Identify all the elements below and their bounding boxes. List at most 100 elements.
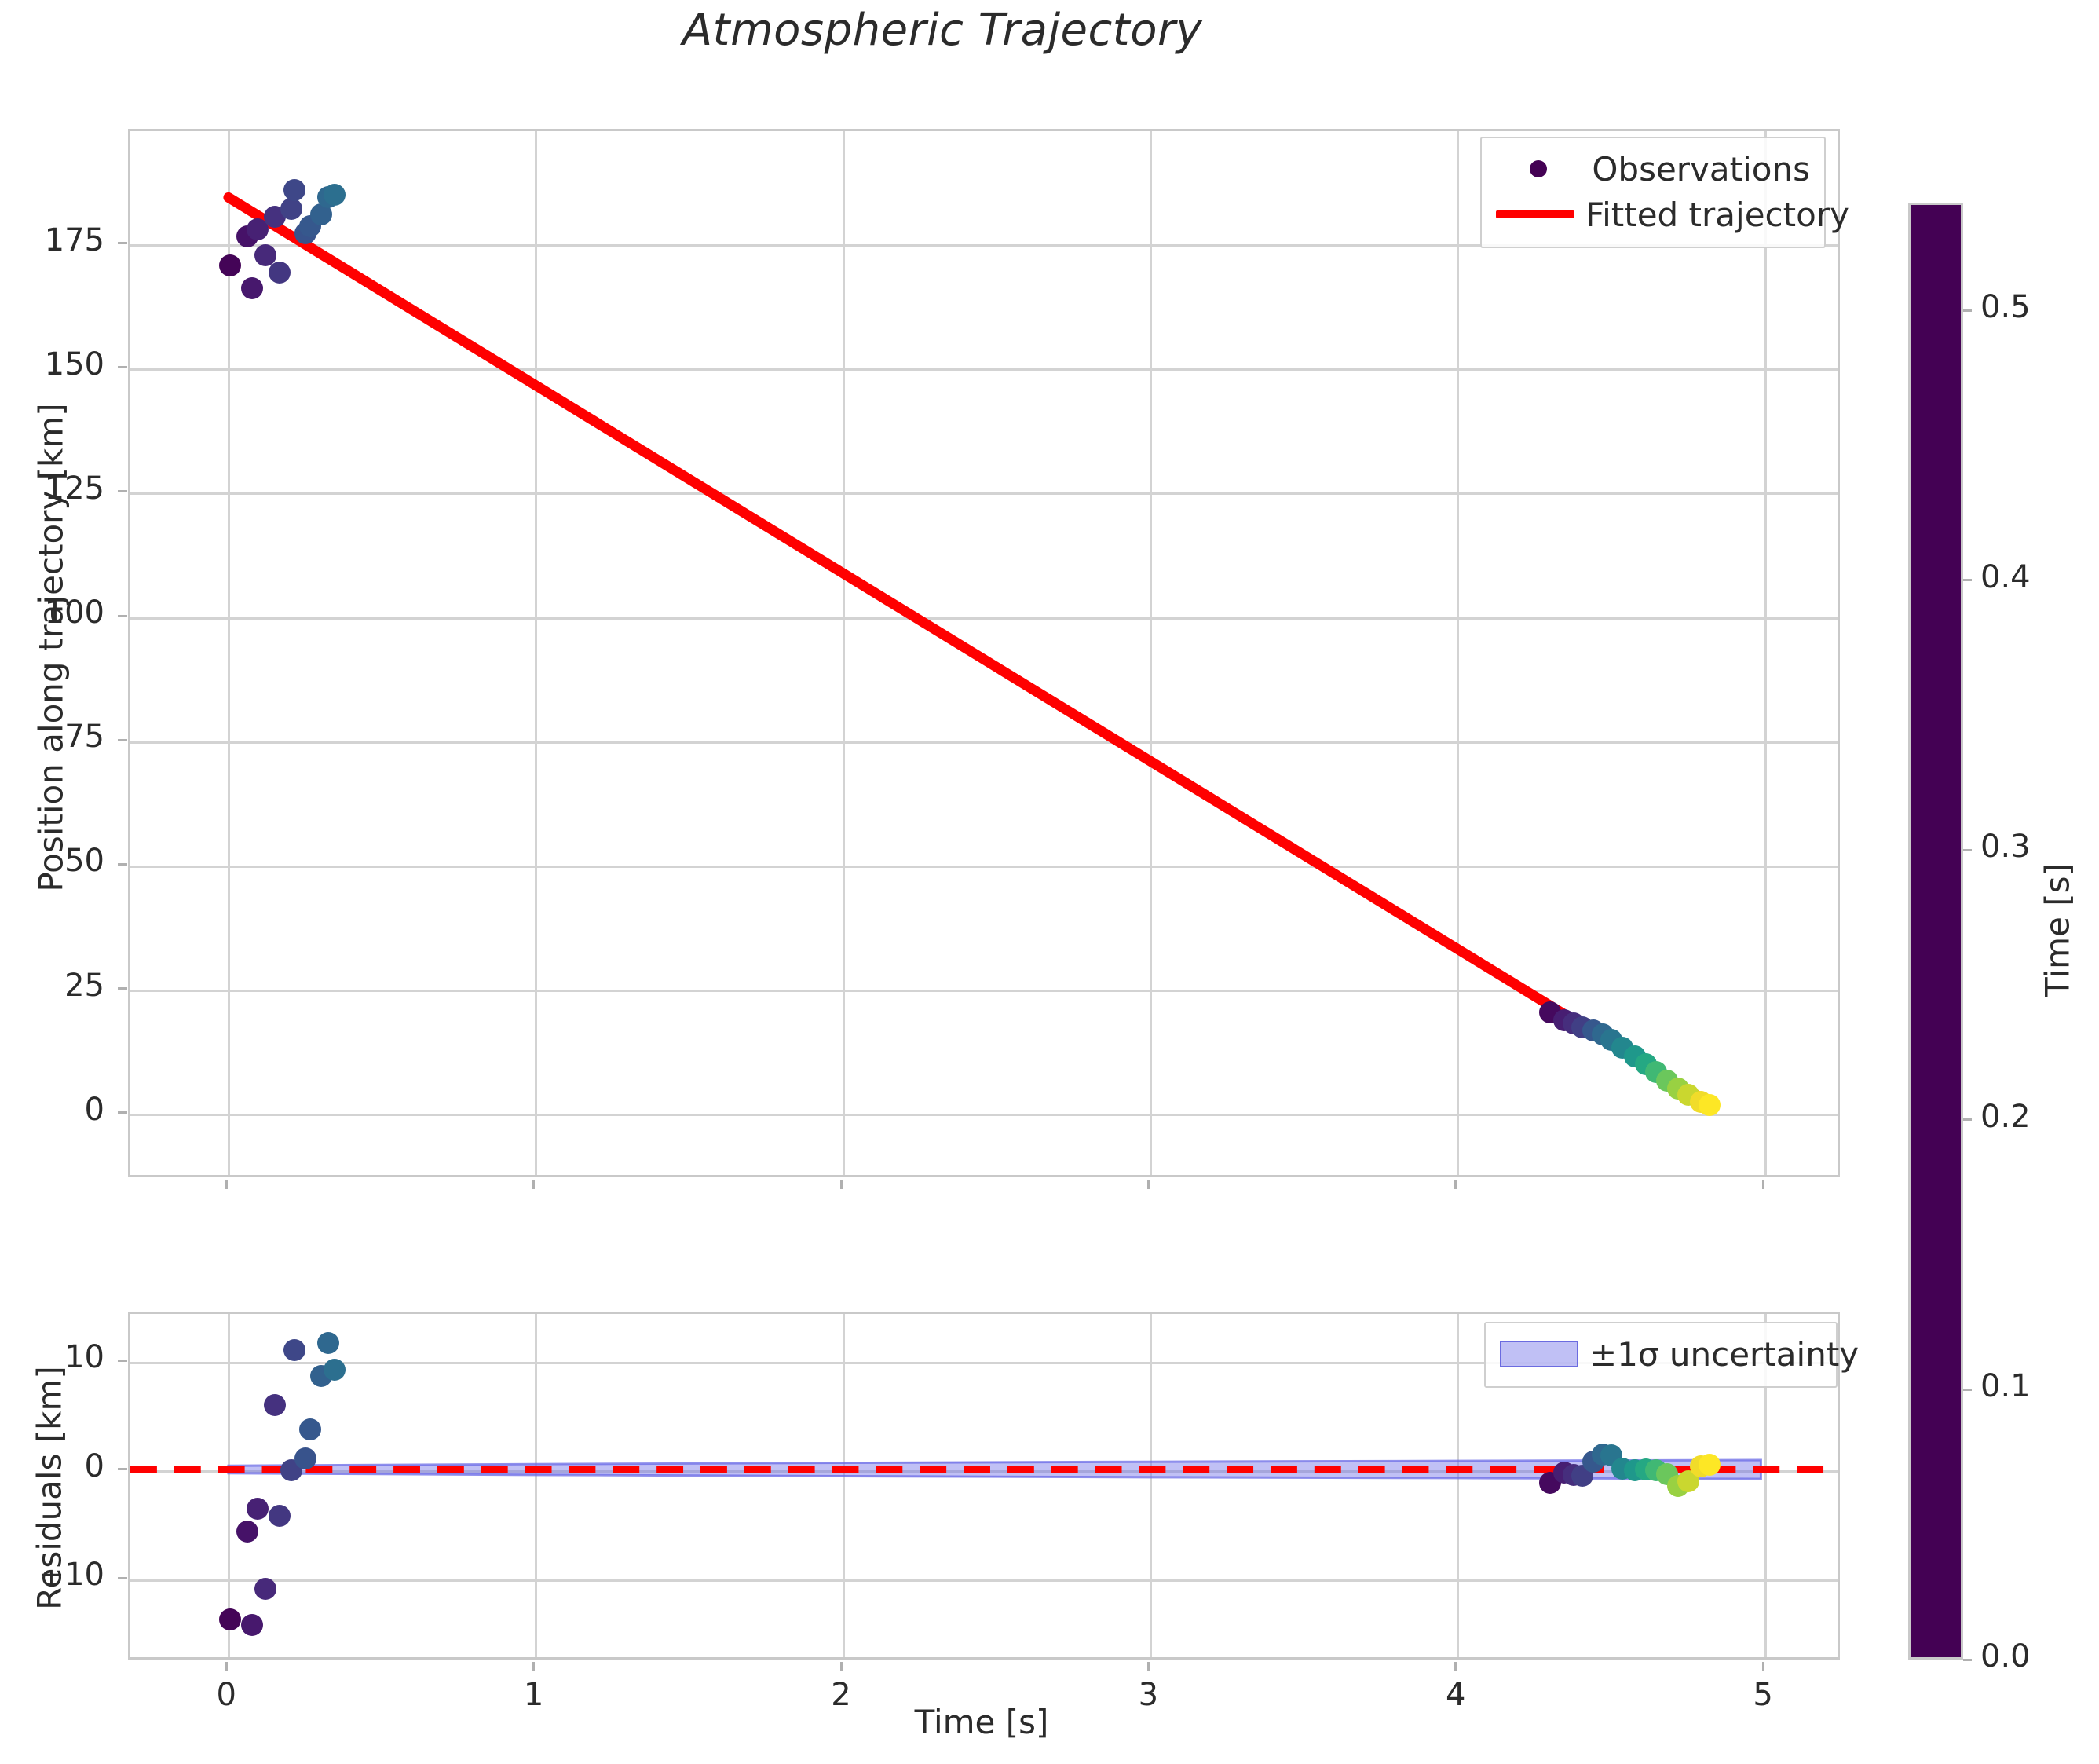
colorbar-tick-mark (1963, 1118, 1972, 1122)
colorbar-tick-mark (1963, 579, 1972, 582)
residual-point (1698, 1454, 1721, 1477)
colorbar-tick-mark (1963, 309, 1972, 312)
x-tick-label: 2 (831, 1677, 851, 1713)
colorbar-tick-label: 0.0 (1980, 1638, 2031, 1674)
gridline-horizontal (130, 368, 1838, 371)
x-tick-mark (839, 1662, 843, 1671)
residual-point (283, 1338, 306, 1361)
observation-point (283, 178, 306, 201)
x-tick-mark (1454, 1180, 1457, 1189)
gridline-horizontal (130, 244, 1838, 247)
y-tick-mark (118, 1111, 127, 1114)
x-tick-mark (532, 1180, 536, 1189)
residual-point (263, 1394, 286, 1417)
x-tick-mark (1146, 1662, 1150, 1671)
colorbar-gradient (1908, 203, 1963, 1660)
y-tick-label: 150 (44, 346, 104, 382)
x-tick-label: 0 (216, 1677, 236, 1713)
legend-item-label: Fitted trajectory (1585, 195, 1849, 234)
residual-point (317, 1332, 340, 1355)
x-tick-mark (1146, 1180, 1150, 1189)
x-tick-mark (839, 1180, 843, 1189)
gridline-horizontal (130, 1114, 1838, 1117)
main-plot-axes (128, 129, 1840, 1177)
y-tick-label: 125 (44, 470, 104, 507)
gridline-horizontal (130, 741, 1838, 744)
observation-point (219, 254, 242, 276)
zero-reference-line (130, 1466, 1838, 1473)
residual-point (247, 1497, 269, 1520)
x-tick-mark (1761, 1180, 1764, 1189)
y-tick-label: 0 (84, 1447, 104, 1484)
y-tick-mark (118, 242, 127, 245)
gridline-horizontal (130, 1361, 1838, 1364)
residual-legend: ±1σ uncertainty (1484, 1322, 1859, 1388)
x-tick-label: 1 (523, 1677, 544, 1713)
y-tick-mark (118, 1359, 127, 1362)
gridline-horizontal (130, 492, 1838, 496)
y-tick-label: 25 (64, 967, 104, 1004)
y-tick-label: 75 (64, 719, 104, 756)
gridline-vertical (535, 131, 538, 1175)
x-tick-mark (1761, 1662, 1764, 1671)
y-tick-mark (118, 490, 127, 493)
y-tick-mark (118, 1576, 127, 1579)
residual-point (254, 1578, 277, 1601)
gridline-vertical (1457, 1314, 1460, 1657)
legend-dot-swatch (1530, 160, 1548, 177)
x-tick-label: 4 (1446, 1677, 1466, 1713)
page-title: Atmospheric Trajectory (682, 5, 1203, 56)
residual-point (294, 1447, 317, 1470)
y-tick-mark (118, 1468, 127, 1471)
legend-item[interactable]: ±1σ uncertainty (1500, 1331, 1859, 1377)
gridline-vertical (227, 1314, 230, 1657)
legend-patch-swatch (1500, 1341, 1578, 1367)
gridline-vertical (842, 131, 845, 1175)
y-tick-label: 10 (64, 1339, 104, 1376)
observation-point (280, 197, 303, 220)
residual-plot-area (130, 1314, 1838, 1657)
x-axis-title: Time [s] (914, 1703, 1049, 1741)
x-tick-mark (225, 1180, 228, 1189)
colorbar-tick-label: 0.1 (1980, 1368, 2031, 1405)
colorbar-tick-label: 0.3 (1980, 829, 2031, 866)
observation-point (240, 276, 263, 299)
residual-point (236, 1520, 258, 1543)
gridline-vertical (227, 131, 230, 1175)
x-tick-mark (225, 1662, 228, 1671)
x-tick-label: 3 (1138, 1677, 1159, 1713)
gridline-vertical (1149, 131, 1152, 1175)
x-tick-mark (1454, 1662, 1457, 1671)
colorbar-tick-label: 0.4 (1980, 558, 2031, 595)
y-tick-label: 175 (44, 221, 104, 258)
main-y-axis-title: Position along trajectory [km] (31, 403, 71, 892)
gridline-vertical (1764, 1314, 1767, 1657)
legend-line-swatch (1496, 210, 1574, 218)
y-tick-mark (118, 614, 127, 617)
y-tick-mark (118, 366, 127, 369)
colorbar-title: Time [s] (2038, 863, 2077, 997)
residual-plot-axes (128, 1312, 1840, 1660)
gridline-vertical (1457, 131, 1460, 1175)
y-tick-mark (118, 738, 127, 741)
y-tick-label: −10 (38, 1557, 104, 1594)
y-tick-label: 50 (64, 843, 104, 880)
observation-point (1698, 1094, 1721, 1117)
residual-y-axis-title: Residuals [km] (30, 1366, 69, 1610)
gridline-vertical (1149, 1314, 1152, 1657)
y-tick-mark (118, 862, 127, 866)
uncertainty-band (227, 1458, 1762, 1480)
gridline-vertical (1764, 131, 1767, 1175)
colorbar-tick-label: 0.2 (1980, 1098, 2031, 1135)
residual-point (240, 1613, 263, 1636)
legend-item[interactable]: Observations (1496, 146, 1810, 192)
x-tick-mark (532, 1662, 536, 1671)
gridline-vertical (842, 1314, 845, 1657)
gridline-vertical (535, 1314, 538, 1657)
residual-point (324, 1358, 346, 1381)
colorbar (1908, 203, 1963, 1660)
main-plot-area (130, 131, 1838, 1175)
legend-item[interactable]: Fitted trajectory (1496, 192, 1849, 237)
y-tick-mark (118, 987, 127, 990)
